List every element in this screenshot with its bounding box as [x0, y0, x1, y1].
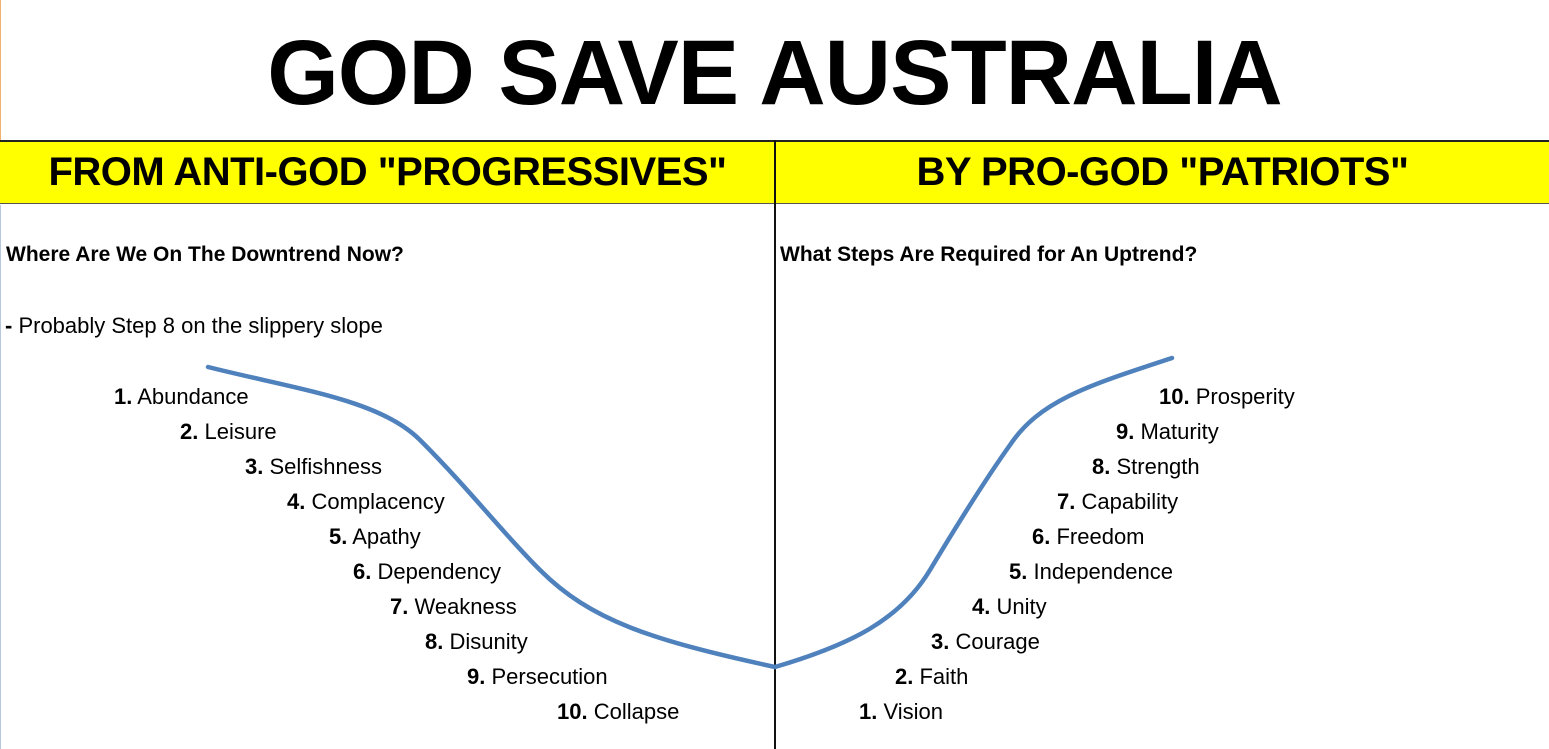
- up-step-1: 1. Vision: [859, 699, 943, 724]
- downtrend-curve: [205, 364, 778, 670]
- note-text: Probably Step 8 on the slippery slope: [12, 313, 383, 338]
- up-step-6: 6. Freedom: [1032, 524, 1145, 549]
- up-step-5: 5. Independence: [1009, 559, 1173, 584]
- up-step-4: 4. Unity: [972, 594, 1047, 619]
- down-step-10: 10. Collapse: [557, 699, 680, 724]
- up-step-2: 2. Faith: [895, 664, 969, 689]
- header-right: BY PRO-GOD "PATRIOTS": [916, 150, 1409, 194]
- column-divider: [774, 140, 776, 749]
- right-question: What Steps Are Required for An Uptrend?: [780, 243, 1198, 266]
- down-step-9: 9. Persecution: [467, 664, 608, 689]
- down-step-4: 4. Complacency: [287, 489, 445, 514]
- up-step-9: 9. Maturity: [1116, 419, 1219, 444]
- note-dash: -: [5, 313, 13, 338]
- up-step-8: 8. Strength: [1092, 454, 1200, 479]
- up-step-10: 10. Prosperity: [1159, 384, 1295, 409]
- down-step-7: 7. Weakness: [390, 594, 517, 619]
- left-edge-line-lower: [0, 205, 1, 749]
- uptrend-curve: [772, 355, 1175, 670]
- up-step-7: 7. Capability: [1057, 489, 1179, 514]
- left-note: - Probably Step 8 on the slippery slope: [5, 313, 383, 339]
- down-step-2: 2. Leisure: [180, 419, 277, 444]
- down-step-5: 5. Apathy: [329, 524, 421, 549]
- down-step-1: 1. Abundance: [114, 384, 249, 409]
- header-left: FROM ANTI-GOD "PROGRESSIVES": [48, 150, 727, 194]
- left-edge-line: [0, 0, 1, 140]
- down-step-3: 3. Selfishness: [245, 454, 382, 479]
- left-question: Where Are We On The Downtrend Now?: [6, 243, 404, 266]
- down-step-8: 8. Disunity: [425, 629, 528, 654]
- page-title: GOD SAVE AUSTRALIA: [267, 22, 1282, 124]
- down-step-6: 6. Dependency: [353, 559, 502, 584]
- up-step-3: 3. Courage: [931, 629, 1040, 654]
